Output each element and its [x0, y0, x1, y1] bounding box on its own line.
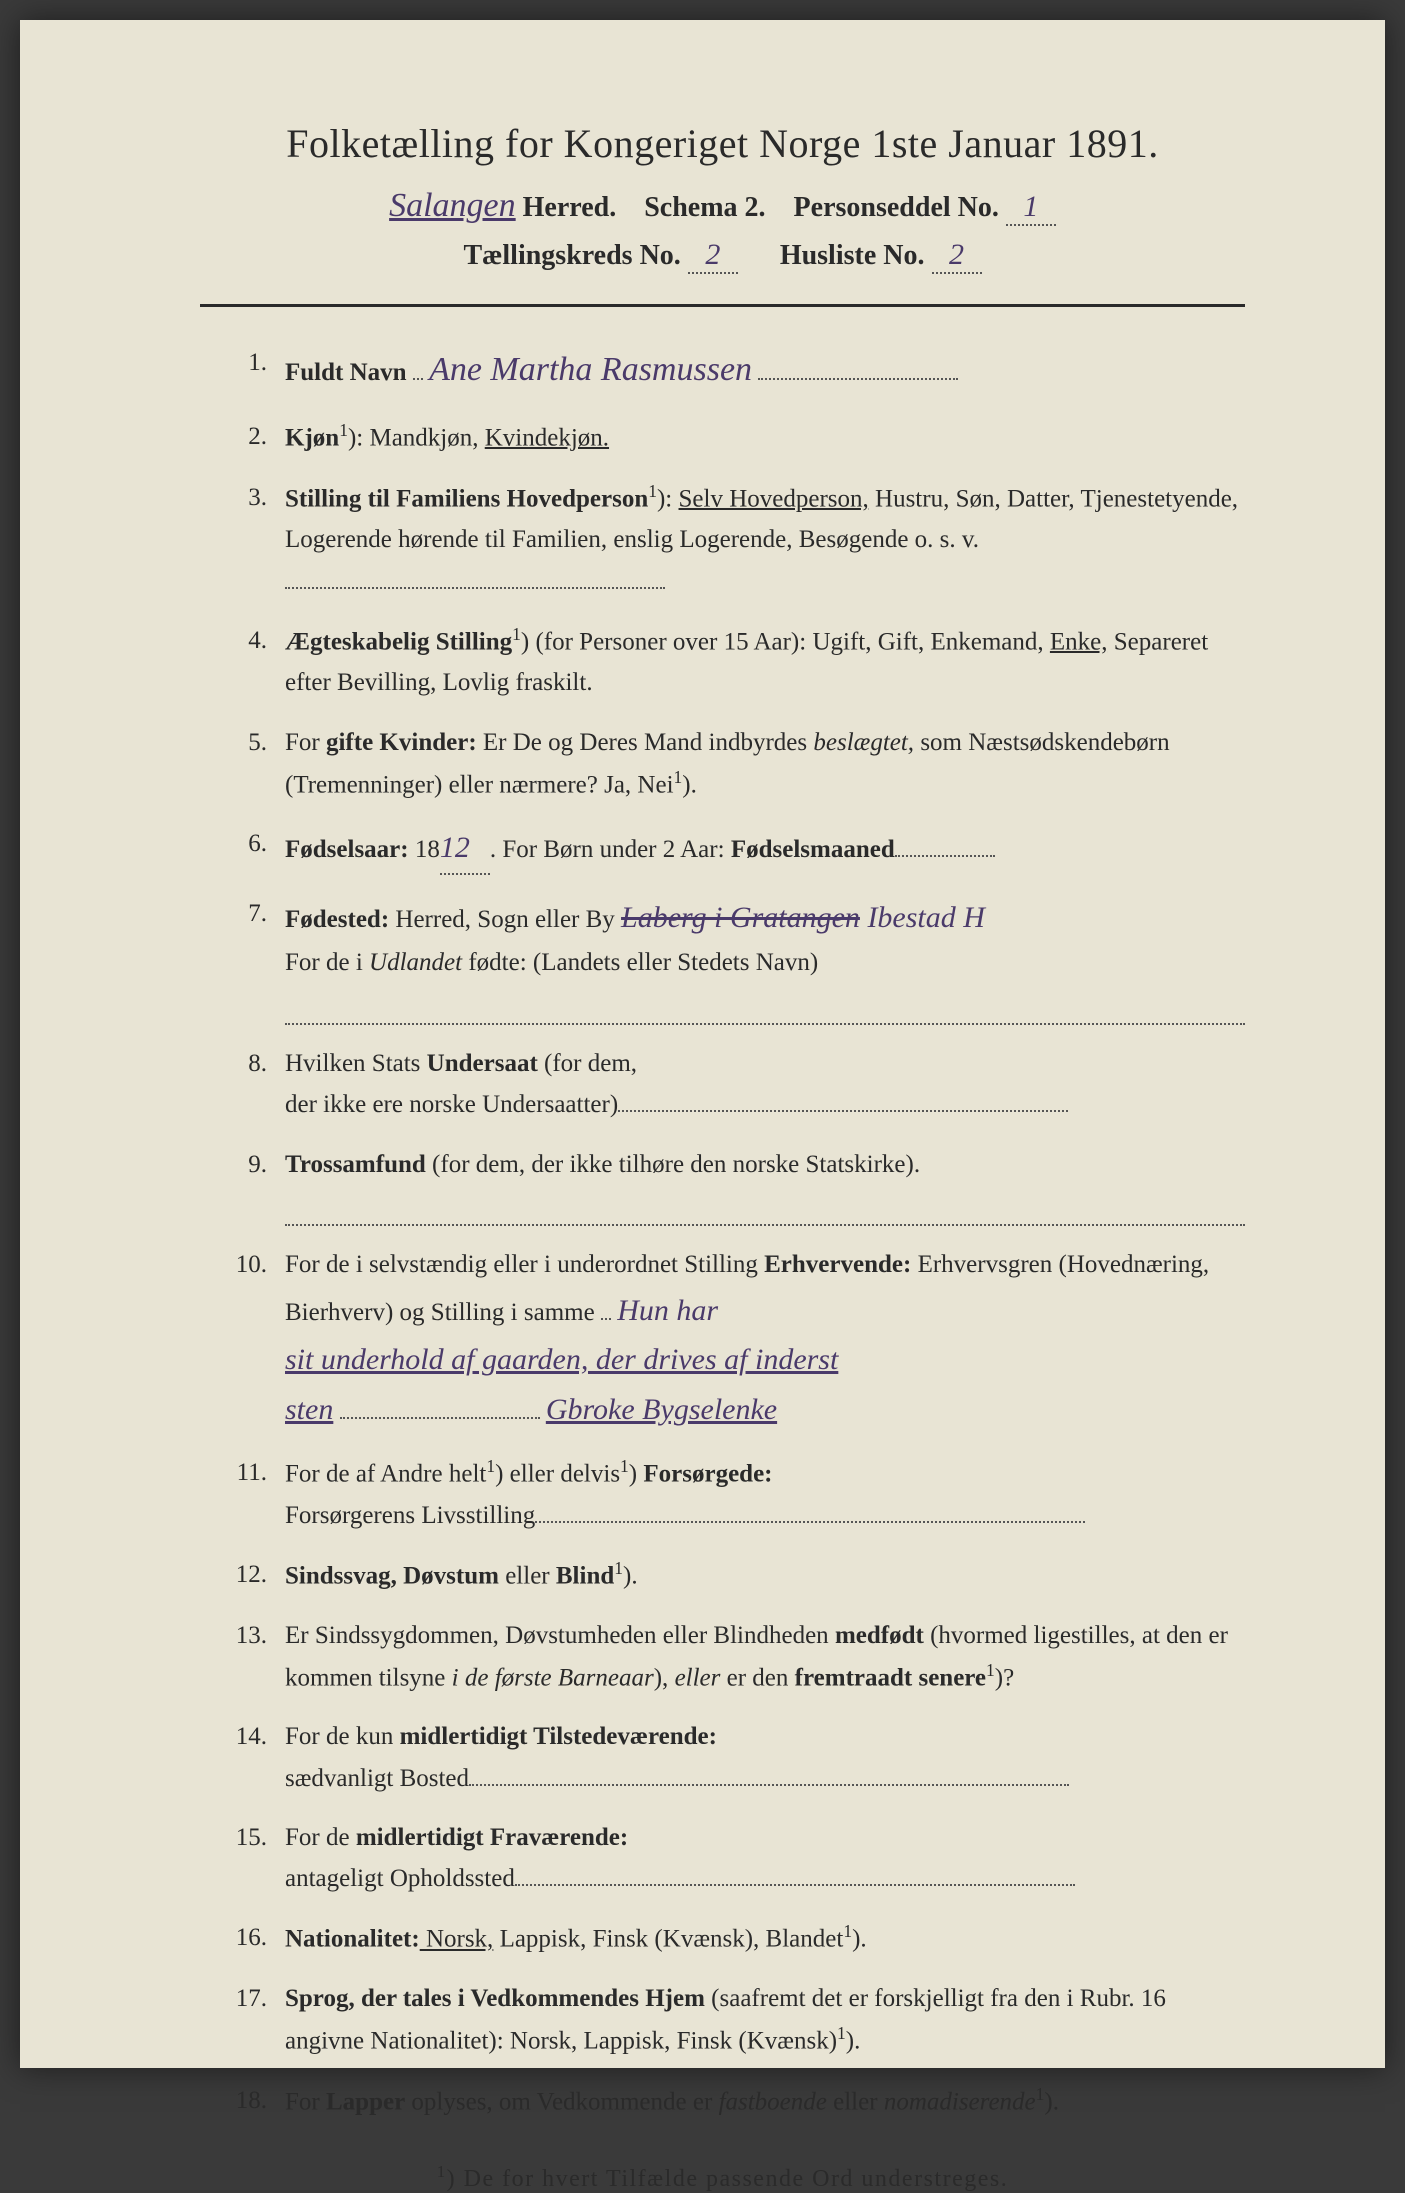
- form-title: Folketælling for Kongeriget Norge 1ste J…: [200, 120, 1245, 167]
- item-3: 3. Stilling til Familiens Hovedperson1):…: [230, 477, 1245, 602]
- divider: [200, 304, 1245, 307]
- birthplace-value: Ibestad H: [860, 901, 985, 934]
- herred-value: Salangen: [389, 187, 516, 224]
- item-1: 1. Fuldt Navn Ane Martha Rasmussen: [230, 342, 1245, 398]
- item-16: 16. Nationalitet: Norsk, Lappisk, Finsk …: [230, 1917, 1245, 1960]
- item-17: 17. Sprog, der tales i Vedkommendes Hjem…: [230, 1978, 1245, 2062]
- census-form-page: Folketælling for Kongeriget Norge 1ste J…: [20, 20, 1385, 2068]
- husliste-label: Husliste No.: [780, 240, 925, 271]
- item-15: 15. For de midlertidigt Fraværende: anta…: [230, 1817, 1245, 1900]
- occupation-line1: Hun har: [617, 1294, 718, 1327]
- item-14: 14. For de kun midlertidigt Tilstedevære…: [230, 1716, 1245, 1799]
- item-8: 8. Hvilken Stats Undersaat (for dem, der…: [230, 1043, 1245, 1126]
- header-line-1: Salangen Herred. Schema 2. Personseddel …: [200, 187, 1245, 226]
- item-7: 7. Fødested: Herred, Sogn eller By Laber…: [230, 893, 1245, 1025]
- header-line-2: Tællingskreds No. 2 Husliste No. 2: [200, 238, 1245, 274]
- item-6: 6. Fødselsaar: 1812. For Børn under 2 Aa…: [230, 823, 1245, 875]
- item-2: 2. Kjøn1): Mandkjøn, Kvindekjøn.: [230, 416, 1245, 459]
- taellingskreds-value: 2: [688, 238, 738, 274]
- occupation-line4: Gbroke Bygselenke: [546, 1393, 777, 1426]
- occupation-line3: sten: [285, 1393, 333, 1426]
- item-12: 12. Sindssvag, Døvstum eller Blind1).: [230, 1554, 1245, 1597]
- full-name-value: Ane Martha Rasmussen: [429, 351, 752, 388]
- occupation-line2: sit underhold af gaarden, der drives af …: [285, 1343, 838, 1376]
- schema-label: Schema 2.: [644, 192, 765, 223]
- item-11: 11. For de af Andre helt1) eller delvis1…: [230, 1452, 1245, 1536]
- item-13: 13. Er Sindssygdommen, Døvstumheden elle…: [230, 1615, 1245, 1699]
- birthplace-struck: Laberg i Gratangen: [621, 901, 860, 934]
- husliste-value: 2: [932, 238, 982, 274]
- item-4: 4. Ægteskabelig Stilling1) (for Personer…: [230, 620, 1245, 704]
- birth-year: 12: [440, 823, 490, 875]
- item-10: 10. For de i selvstændig eller i underor…: [230, 1244, 1245, 1434]
- personseddel-value: 1: [1006, 190, 1056, 226]
- personseddel-label: Personseddel No.: [794, 192, 999, 223]
- footnote: 1) De for hvert Tilfælde passende Ord un…: [200, 2162, 1245, 2193]
- item-18: 18. For Lapper oplyses, om Vedkommende e…: [230, 2080, 1245, 2123]
- herred-label: Herred.: [523, 192, 617, 223]
- taellingskreds-label: Tællingskreds No.: [463, 240, 680, 271]
- item-9: 9. Trossamfund (for dem, der ikke tilhør…: [230, 1144, 1245, 1227]
- form-items: 1. Fuldt Navn Ane Martha Rasmussen 2. Kj…: [200, 342, 1245, 2122]
- item-5: 5. For gifte Kvinder: Er De og Deres Man…: [230, 722, 1245, 806]
